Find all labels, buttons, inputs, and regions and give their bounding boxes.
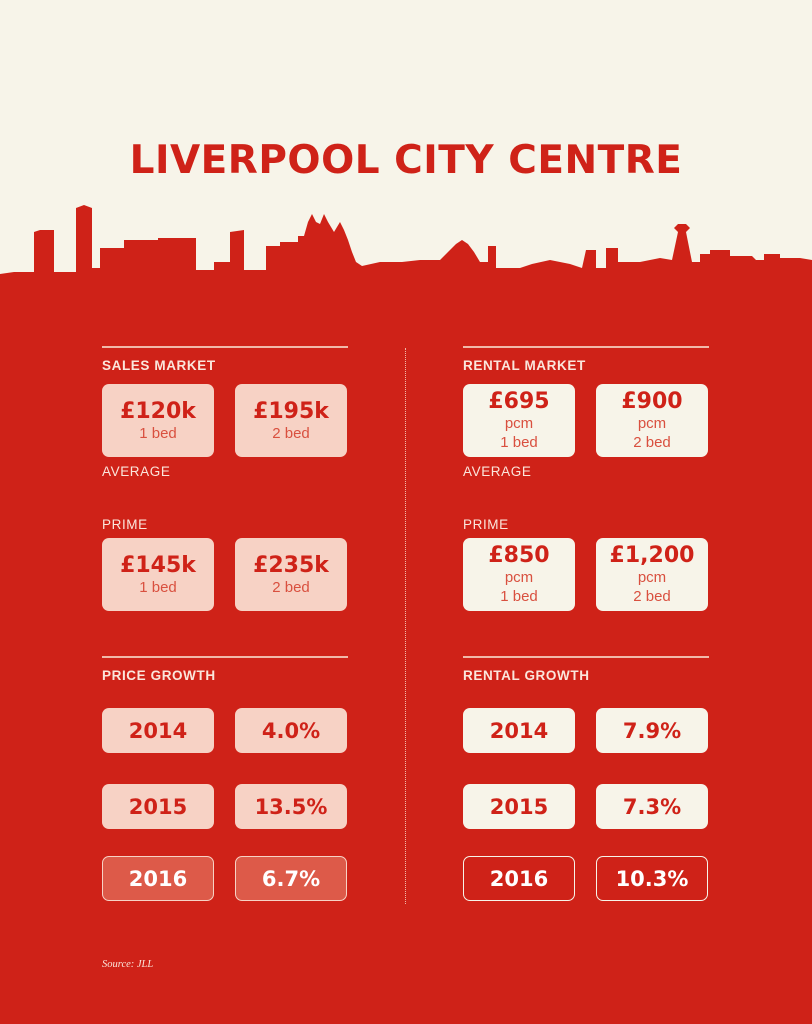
rental-average-label: AVERAGE xyxy=(463,464,532,479)
price-growth-year: 2014 xyxy=(102,708,214,753)
price-growth-heading: PRICE GROWTH xyxy=(102,668,216,683)
rent-unit: pcm xyxy=(504,415,534,432)
bed-count: 1 bed xyxy=(139,579,177,596)
price-value: £695 xyxy=(488,389,550,414)
bed-count: 2 bed xyxy=(633,434,671,451)
rental-growth-value: 7.3% xyxy=(596,784,708,829)
column-divider xyxy=(405,348,406,904)
bed-count: 1 bed xyxy=(139,425,177,442)
rent-unit: pcm xyxy=(637,569,667,586)
sales-divider xyxy=(102,346,348,348)
rent-unit: pcm xyxy=(504,569,534,586)
sales-average-1bed-card: £120k 1 bed xyxy=(102,384,214,457)
price-value: £900 xyxy=(621,389,683,414)
price-growth-year: 2016 xyxy=(102,856,214,901)
price-value: £1,200 xyxy=(609,543,695,568)
rental-growth-divider xyxy=(463,656,709,658)
rent-unit: pcm xyxy=(637,415,667,432)
price-value: £235k xyxy=(253,553,329,578)
rental-growth-value: 7.9% xyxy=(596,708,708,753)
price-value: £850 xyxy=(488,543,550,568)
price-value: £195k xyxy=(253,399,329,424)
price-growth-value: 6.7% xyxy=(235,856,347,901)
price-value: £145k xyxy=(120,553,196,578)
sales-market-heading: SALES MARKET xyxy=(102,358,216,373)
sales-average-2bed-card: £195k 2 bed xyxy=(235,384,347,457)
sales-prime-2bed-card: £235k 2 bed xyxy=(235,538,347,611)
price-growth-year: 2015 xyxy=(102,784,214,829)
rental-market-heading: RENTAL MARKET xyxy=(463,358,586,373)
rental-divider xyxy=(463,346,709,348)
rental-growth-year: 2016 xyxy=(463,856,575,901)
bed-count: 2 bed xyxy=(272,579,310,596)
bed-count: 1 bed xyxy=(500,434,538,451)
rental-prime-label: PRIME xyxy=(463,517,509,532)
bed-count: 2 bed xyxy=(633,588,671,605)
bed-count: 1 bed xyxy=(500,588,538,605)
source-note: Source: JLL xyxy=(102,959,154,970)
price-growth-value: 4.0% xyxy=(235,708,347,753)
price-value: £120k xyxy=(120,399,196,424)
rental-growth-heading: RENTAL GROWTH xyxy=(463,668,590,683)
sales-average-label: AVERAGE xyxy=(102,464,171,479)
rental-prime-2bed-card: £1,200 pcm 2 bed xyxy=(596,538,708,611)
sales-prime-label: PRIME xyxy=(102,517,148,532)
rental-growth-year: 2014 xyxy=(463,708,575,753)
rental-average-2bed-card: £900 pcm 2 bed xyxy=(596,384,708,457)
sales-prime-1bed-card: £145k 1 bed xyxy=(102,538,214,611)
city-skyline-silhouette xyxy=(0,205,812,300)
bed-count: 2 bed xyxy=(272,425,310,442)
rental-growth-value: 10.3% xyxy=(596,856,708,901)
price-growth-divider xyxy=(102,656,348,658)
rental-prime-1bed-card: £850 pcm 1 bed xyxy=(463,538,575,611)
price-growth-value: 13.5% xyxy=(235,784,347,829)
rental-average-1bed-card: £695 pcm 1 bed xyxy=(463,384,575,457)
page-title: LIVERPOOL CITY CENTRE xyxy=(129,138,683,183)
rental-growth-year: 2015 xyxy=(463,784,575,829)
